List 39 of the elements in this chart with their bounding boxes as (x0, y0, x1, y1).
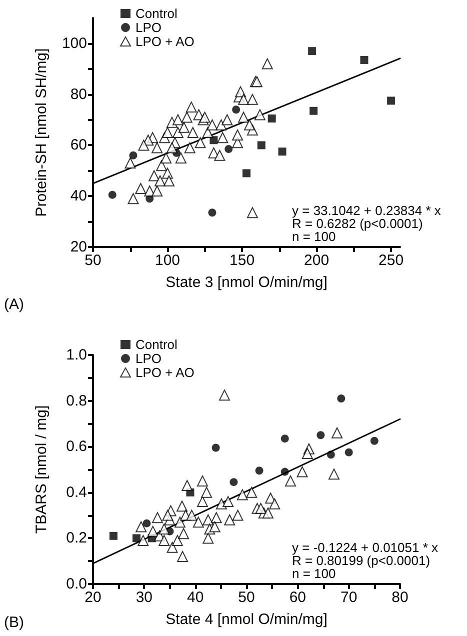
y-tick-label: 80 (70, 86, 87, 103)
legend-label: Control (136, 337, 178, 352)
x-tick-label: 50 (84, 252, 102, 269)
legend-label: LPO (136, 351, 162, 366)
text: (A) (4, 296, 24, 313)
x-axis-title: State 4 [nmol O/min/mg] (166, 611, 328, 628)
x-tick-label: 60 (289, 589, 306, 606)
annotation: n = 100 (292, 566, 336, 581)
y-tick-label: 100 (62, 34, 87, 52)
legend-label: LPO + AO (136, 34, 194, 49)
x-tick-label: 100 (155, 252, 180, 269)
x-tick-label: 40 (186, 589, 204, 606)
x-tick-label: 50 (238, 589, 255, 606)
x-tick-label: 150 (230, 252, 255, 269)
legend-label: LPO + AO (136, 365, 194, 380)
x-tick-label: 200 (304, 252, 330, 269)
y-tick-label: 0.2 (66, 530, 87, 547)
legend-label: Control (136, 6, 178, 21)
y-tick-label: 60 (70, 136, 87, 154)
annotation: y = -0.1224 + 0.01051 * x (292, 540, 438, 555)
y-tick-label: 40 (70, 188, 87, 205)
annotation: n = 100 (292, 229, 336, 244)
y-tick-label: 0.6 (66, 438, 87, 456)
annotation: y = 33.1042 + 0.23834 * x (292, 203, 442, 218)
x-tick-label: 250 (378, 252, 404, 269)
y-tick-label: 0.4 (66, 484, 87, 501)
x-tick-label: 20 (84, 589, 102, 606)
x-tick-label: 80 (392, 589, 408, 606)
y-tick-label: 0.0 (66, 576, 87, 592)
y-axis-title: Protein-SH [nmol SH/mg] (33, 48, 50, 217)
x-tick-label: 70 (340, 589, 358, 606)
y-tick-label: 0.8 (66, 392, 87, 410)
x-axis-title: State 3 [nmol O/min/mg] (166, 274, 328, 291)
y-tick-label: 1.0 (66, 346, 87, 364)
y-tick-label: 20 (70, 238, 87, 256)
x-tick-label: 30 (136, 589, 153, 606)
y-axis-title: TBARS [nmol / mg] (33, 405, 50, 534)
legend-label: LPO (136, 20, 162, 35)
text: (B) (4, 614, 24, 631)
